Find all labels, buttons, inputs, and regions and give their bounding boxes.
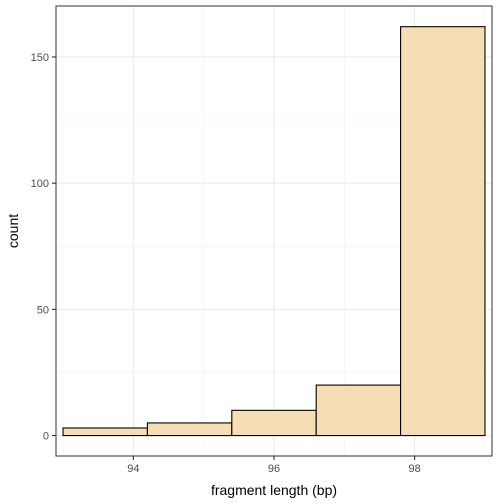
x-tick-label: 94 (127, 463, 139, 475)
x-axis-title: fragment length (bp) (211, 482, 337, 498)
y-axis-title: count (5, 214, 21, 248)
y-axis: 0 50 100 150 (31, 52, 56, 443)
histogram-bar-5 (400, 26, 486, 437)
y-tick-label: 150 (31, 52, 49, 64)
y-tick-label: 0 (43, 431, 49, 443)
histogram-bar-1 (62, 427, 148, 437)
histogram-bar-3 (231, 409, 317, 437)
x-axis: 94 96 98 (127, 456, 421, 475)
histogram-bar-2 (146, 422, 233, 437)
x-tick-label: 96 (268, 463, 280, 475)
y-tick-label: 50 (37, 304, 49, 316)
histogram-bars (62, 26, 486, 437)
histogram-bar-4 (315, 384, 402, 437)
plot-panel (55, 5, 493, 457)
x-tick-label: 98 (409, 463, 421, 475)
y-tick-label: 100 (31, 178, 49, 190)
